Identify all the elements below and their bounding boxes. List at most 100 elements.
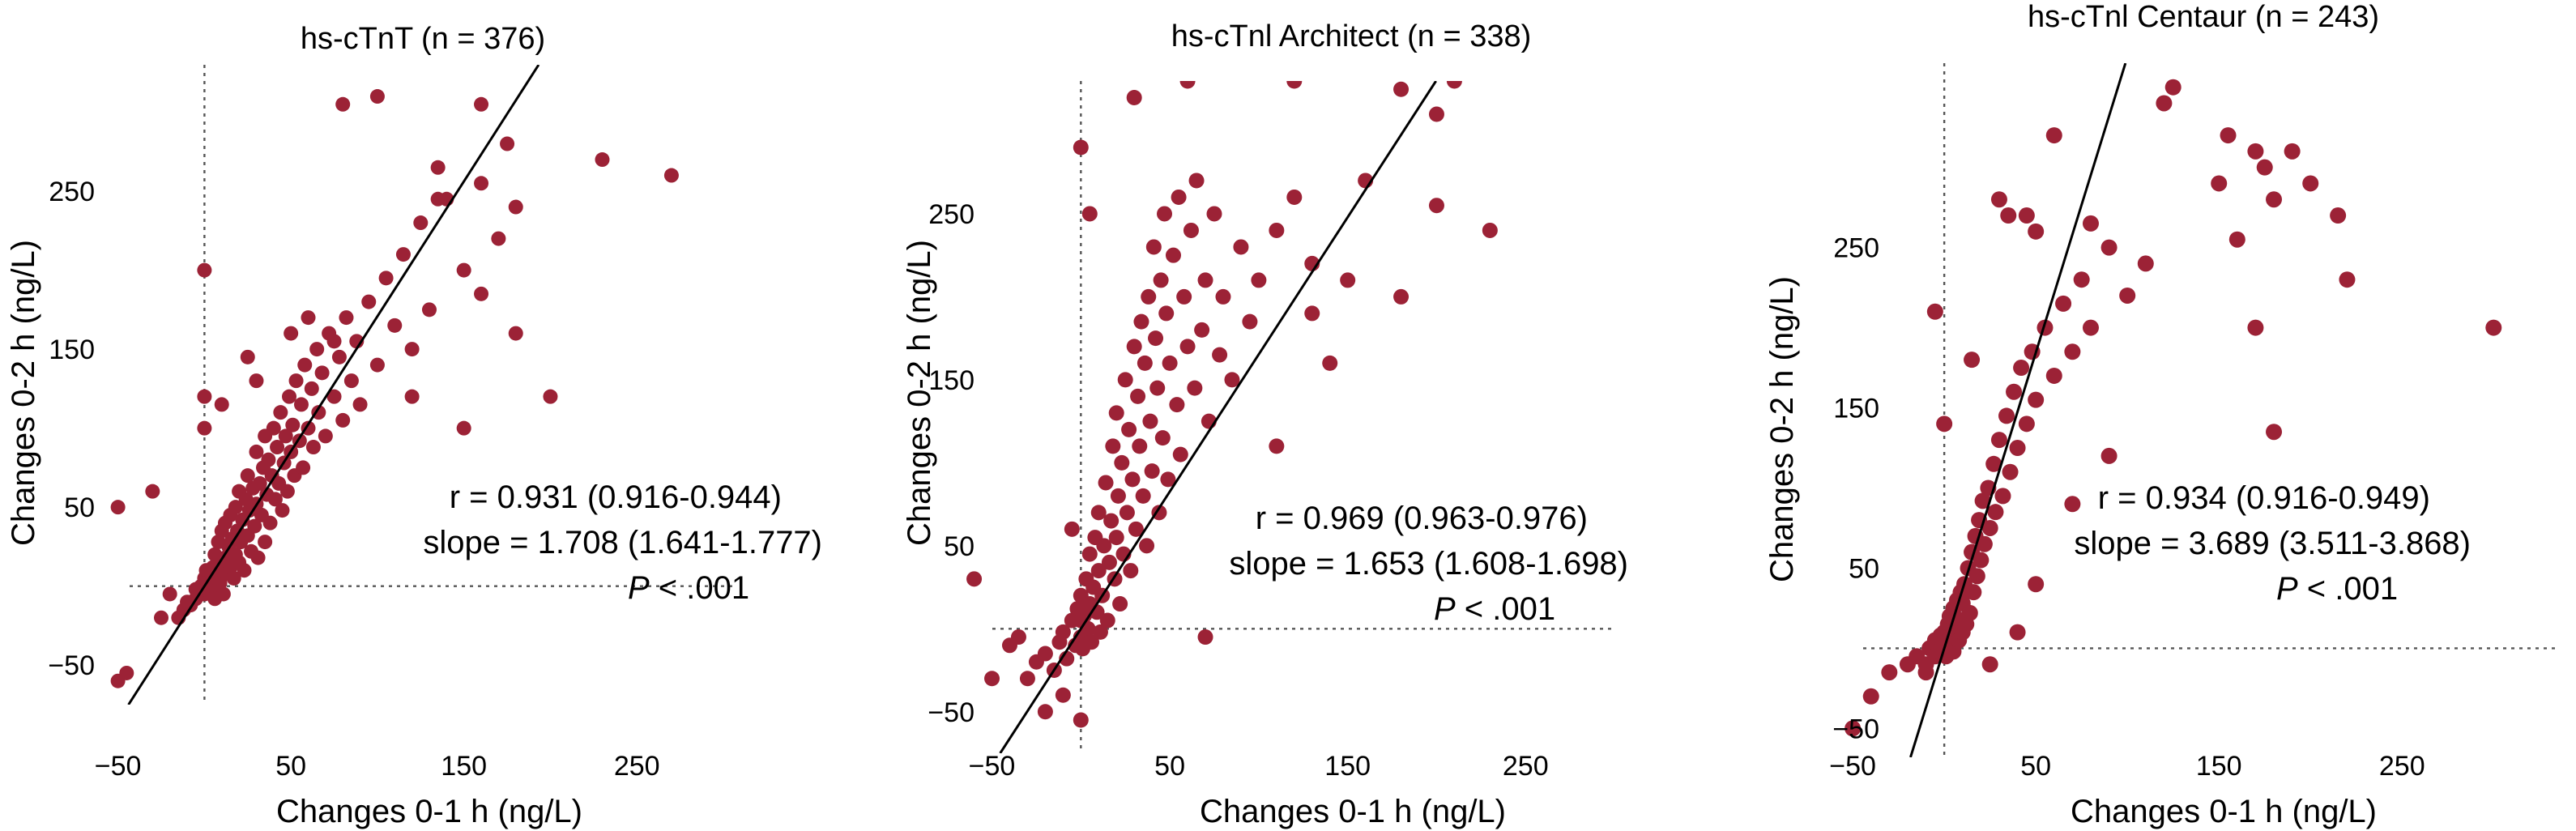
data-point: [2064, 496, 2081, 513]
data-point: [1482, 222, 1498, 238]
data-point: [1304, 305, 1320, 322]
data-point: [1936, 416, 1953, 433]
data-point: [1393, 81, 1410, 97]
data-point: [305, 440, 321, 455]
x-tick-label: 250: [614, 751, 660, 782]
chart-title: hs-cTnl Architect (n = 338): [1171, 19, 1532, 53]
data-point: [1096, 538, 1112, 554]
data-point: [1130, 388, 1146, 404]
data-point: [1176, 288, 1192, 305]
x-tick-label: −50: [969, 751, 1016, 782]
x-axis-label: Changes 0-1 h (ng/L): [2071, 794, 2377, 829]
stat-slope: slope = 1.708 (1.641-1.777): [423, 525, 822, 560]
data-point: [508, 199, 523, 215]
data-point: [1183, 222, 1199, 238]
data-point: [1124, 471, 1141, 488]
y-tick-label: 50: [64, 492, 95, 523]
data-point: [1188, 173, 1205, 189]
data-point: [1149, 380, 1166, 396]
data-point: [1090, 505, 1107, 521]
data-point: [215, 586, 231, 602]
data-point: [2082, 319, 2099, 336]
data-point: [1964, 352, 1981, 369]
data-point: [2009, 624, 2026, 641]
data-point: [1128, 521, 1144, 537]
data-point: [430, 191, 446, 207]
data-point: [162, 586, 177, 602]
data-point: [1081, 206, 1098, 222]
data-point: [249, 373, 264, 389]
data-point: [318, 428, 333, 444]
data-point: [2164, 79, 2181, 96]
y-tick-label: 50: [944, 531, 975, 562]
x-tick-label: 50: [275, 751, 306, 782]
chart-title: hs-cTnl Centaur (n = 243): [2028, 0, 2379, 34]
data-point: [2247, 143, 2264, 160]
data-point: [1994, 488, 2011, 505]
y-tick-label: −50: [48, 650, 95, 681]
data-point: [1108, 405, 1124, 421]
data-point: [275, 503, 290, 518]
data-point: [1242, 313, 1258, 330]
data-point: [1165, 247, 1181, 263]
data-point: [1135, 488, 1151, 504]
data-point: [326, 334, 342, 349]
data-point: [2485, 319, 2502, 336]
scatter-panel-1: hs-cTnT (n = 376) −50 50 150 250 −50 50 150 250 C…: [6, 22, 822, 829]
x-tick-label: 50: [1154, 751, 1185, 782]
data-point: [2055, 295, 2072, 312]
data-point: [1132, 438, 1148, 454]
data-point: [369, 357, 385, 373]
data-point: [543, 389, 558, 404]
data-point: [285, 417, 301, 433]
data-point: [1103, 513, 1120, 529]
data-point: [110, 673, 126, 688]
data-point: [2211, 175, 2228, 192]
data-point: [1099, 612, 1115, 629]
data-point: [110, 500, 126, 515]
data-point: [1148, 330, 1164, 347]
data-point: [1286, 189, 1303, 205]
stat-p-value: P < .001: [628, 570, 749, 606]
data-point: [250, 550, 266, 565]
data-point: [1233, 239, 1249, 255]
data-point: [1845, 720, 1862, 737]
data-point: [1990, 191, 2007, 208]
data-point: [474, 96, 489, 112]
data-point: [352, 397, 368, 412]
data-point: [1961, 604, 1978, 621]
data-point: [1269, 438, 1285, 454]
data-point: [2028, 223, 2045, 240]
data-point: [395, 247, 411, 262]
data-point: [2137, 255, 2154, 272]
data-point: [2339, 271, 2356, 288]
data-point: [1019, 671, 1035, 687]
scatter-panel-2: hs-cTnl Architect (n = 338) −50 50 150 250 −5…: [902, 19, 1628, 829]
data-point: [1428, 198, 1444, 214]
regression-line: [1909, 63, 2127, 757]
data-point: [1206, 206, 1222, 222]
data-point: [273, 405, 288, 420]
regression-line: [127, 65, 540, 705]
data-point: [378, 271, 394, 286]
data-point: [296, 460, 311, 475]
data-point: [500, 136, 515, 151]
data-point: [1251, 272, 1267, 288]
data-point: [474, 286, 489, 301]
data-point: [314, 365, 330, 381]
data-point: [270, 440, 285, 455]
data-point: [2064, 343, 2081, 360]
data-point: [474, 176, 489, 191]
scatter-panel-3: hs-cTnl Centaur (n = 243) −50 50 150 250 −50 5…: [1764, 0, 2560, 829]
data-point: [361, 294, 377, 309]
data-point: [261, 452, 276, 467]
stat-p-value: P < .001: [2276, 571, 2398, 607]
data-point: [2018, 416, 2035, 433]
data-point: [1142, 413, 1158, 429]
x-tick-label: −50: [95, 751, 142, 782]
data-point: [301, 310, 316, 326]
y-tick-label: 50: [1849, 553, 1879, 584]
data-point: [2228, 231, 2245, 248]
data-point: [1340, 272, 1356, 288]
data-point: [1037, 704, 1053, 720]
